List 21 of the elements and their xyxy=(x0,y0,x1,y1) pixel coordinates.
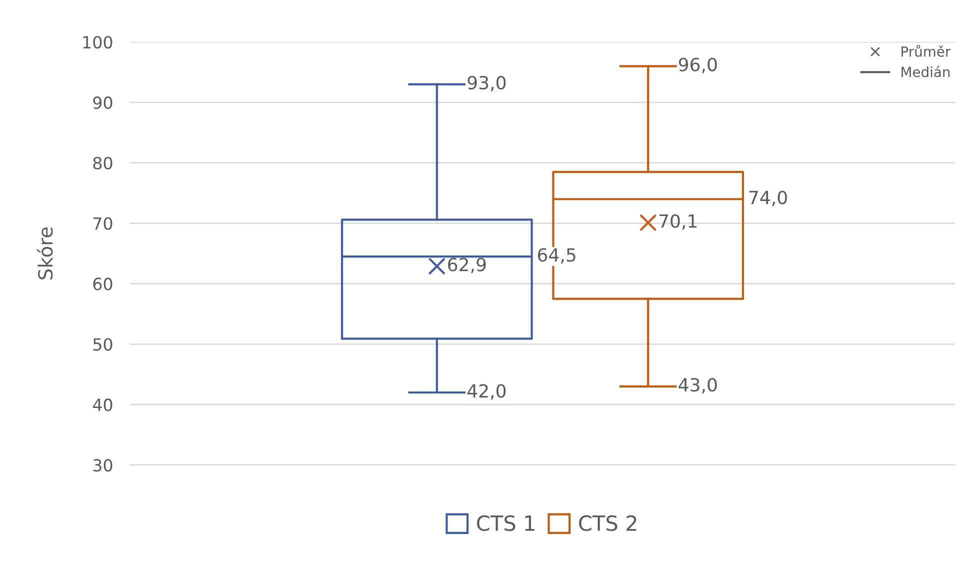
y-tick-label: 80 xyxy=(93,156,112,170)
y-axis-title: Skóre xyxy=(36,227,53,280)
y-tick-label: 70 xyxy=(93,217,112,230)
annotation: 62,9 xyxy=(448,258,486,274)
annotation: 42,0 xyxy=(467,384,506,400)
legend-label: CTS 1 xyxy=(477,515,534,532)
annotation: 43,0 xyxy=(678,378,717,394)
y-tick-label: 50 xyxy=(93,338,112,351)
y-tick-label: 40 xyxy=(92,398,112,412)
y-tick-label: 30 xyxy=(93,458,112,472)
annotation: 93,0 xyxy=(468,76,506,92)
y-tick-label: 60 xyxy=(93,278,112,290)
annotation: 74,0 xyxy=(749,190,787,206)
annotation: Průměr xyxy=(902,44,951,57)
legend-label: CTS 2 xyxy=(579,515,636,532)
y-tick-label: 90 xyxy=(93,96,112,109)
annotation: 96,0 xyxy=(678,58,717,74)
annotation: 64,5 xyxy=(538,248,576,264)
y-tick-label: 100 xyxy=(83,36,112,49)
annotation: Medián xyxy=(902,66,950,78)
annotation: 70,1 xyxy=(659,214,697,230)
